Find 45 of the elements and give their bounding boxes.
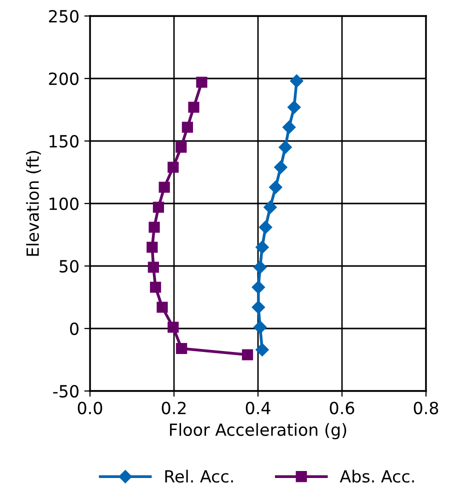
point [256, 240, 269, 254]
point [254, 260, 267, 274]
point [148, 222, 160, 233]
point [158, 182, 170, 193]
point [188, 102, 200, 113]
point [196, 76, 208, 88]
point [182, 122, 193, 133]
legend-label: Abs. Acc. [340, 470, 414, 483]
y-tick-label: 0 [70, 322, 78, 336]
point [290, 74, 304, 88]
point [252, 280, 266, 294]
point [288, 100, 301, 114]
point [254, 320, 267, 334]
point [242, 349, 254, 360]
point [176, 142, 187, 153]
y-tick-label: 150 [50, 134, 78, 148]
point [168, 322, 179, 333]
y-tick-label: 50 [60, 260, 78, 273]
point [150, 282, 162, 293]
point [176, 342, 188, 354]
legend-label: Rel. Acc. [165, 470, 233, 483]
y-tick-label: -50 [53, 384, 78, 398]
point [152, 202, 164, 213]
point [148, 262, 159, 273]
point [258, 220, 272, 234]
point [269, 180, 282, 194]
point [156, 302, 168, 313]
point [256, 343, 269, 356]
x-tick-label: 0.2 [162, 402, 186, 414]
x-tick-label: 0.8 [414, 402, 438, 414]
y-tick-label: 250 [48, 10, 78, 23]
y-axis-title: Elevation (ft) [26, 151, 41, 256]
x-tick-label: 0.4 [246, 402, 270, 414]
x-tick-label: 0.0 [78, 402, 102, 414]
y-tick-label: 100 [50, 197, 78, 210]
point [252, 300, 266, 314]
y-tick-label: 200 [48, 72, 78, 86]
point [282, 120, 296, 134]
x-tick-label: 0.6 [330, 402, 354, 414]
point [146, 242, 158, 253]
point [274, 160, 288, 174]
point [278, 140, 292, 154]
point [168, 162, 179, 173]
x-axis-title: Floor Acceleration (g) [170, 423, 346, 440]
point [264, 200, 277, 214]
